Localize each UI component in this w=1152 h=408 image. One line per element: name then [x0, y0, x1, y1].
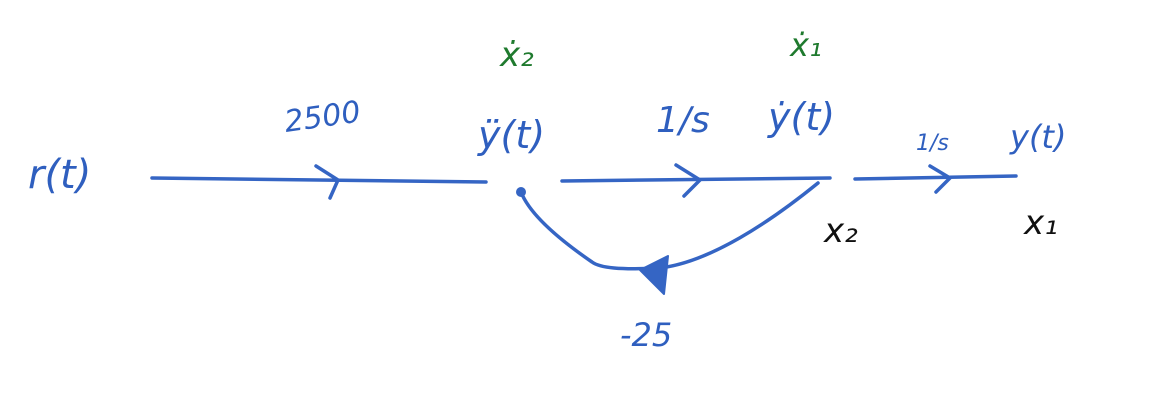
arrow-integrator-1-icon: [674, 163, 702, 198]
label-state-x1-dot: ẋ₁: [789, 26, 822, 64]
arrow-feedback-icon: [639, 255, 669, 295]
label-node-velocity: ẏ(t): [767, 95, 835, 139]
label-state-x1: x₁: [1023, 203, 1058, 243]
label-node-output: y(t): [1009, 118, 1066, 156]
branch-feedback: [519, 181, 820, 271]
label-input-r: r(t): [28, 152, 91, 198]
label-node-accel: ÿ(t): [477, 113, 545, 157]
label-gain-integrator-1: 1/s: [656, 100, 710, 141]
label-gain-integrator-2: 1/s: [916, 131, 949, 156]
label-gain-input: 2500: [282, 95, 362, 140]
branch-input: [150, 176, 488, 184]
arrow-integrator-2-icon: [928, 164, 952, 194]
label-state-x2-dot: ẋ₂: [499, 35, 534, 75]
label-state-x2: x₂: [823, 211, 858, 251]
arrow-input-icon: [314, 164, 340, 200]
label-gain-feedback: -25: [620, 316, 672, 354]
branch-integrator-2: [853, 174, 1018, 181]
